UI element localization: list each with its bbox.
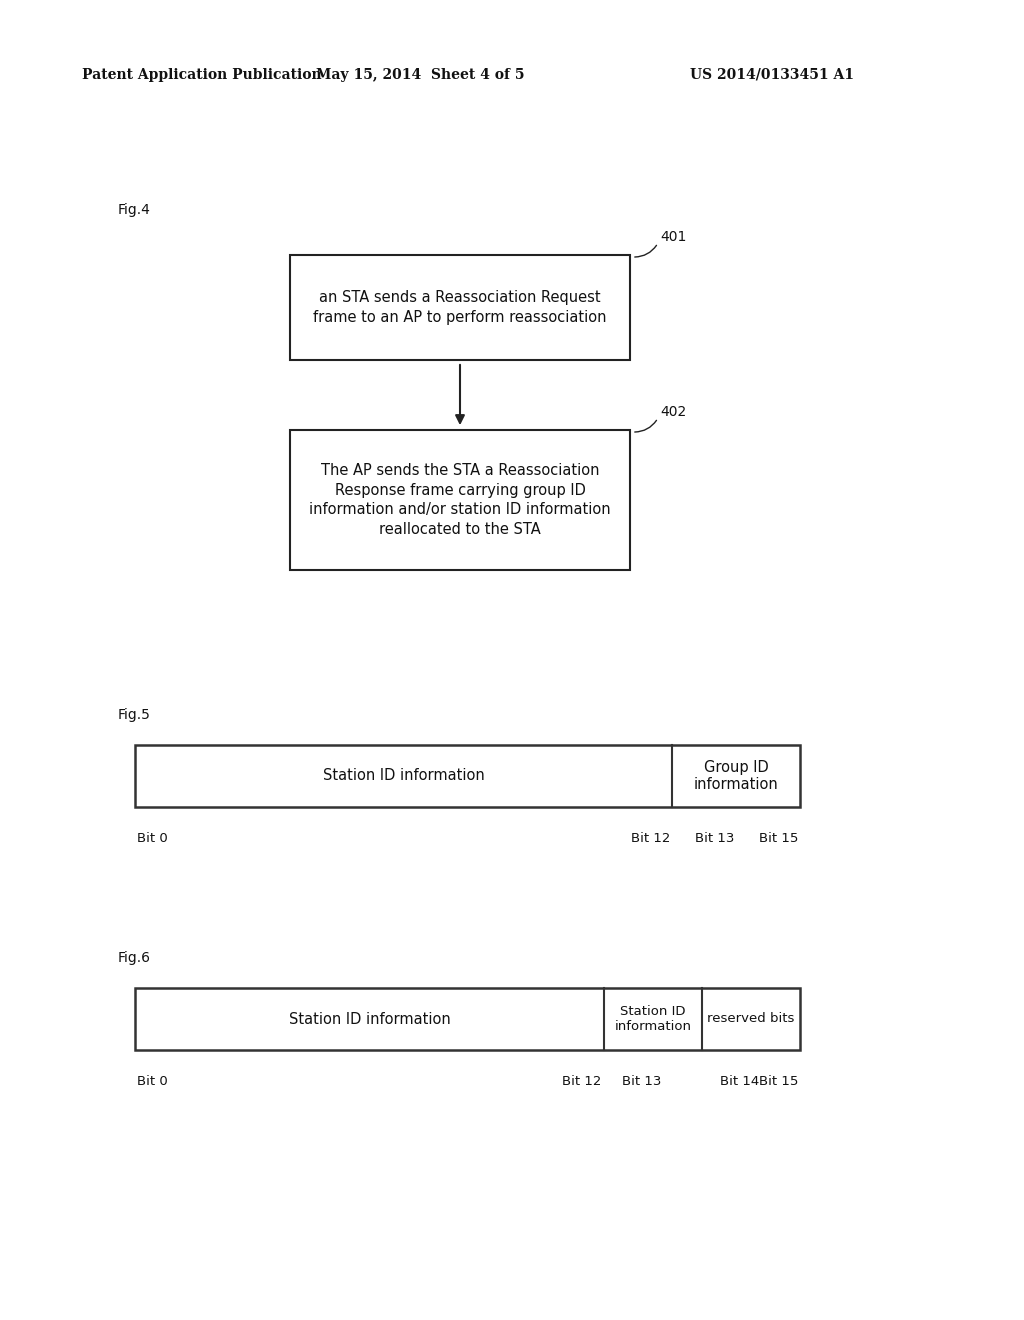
Text: Bit 15: Bit 15 — [759, 1074, 798, 1088]
Bar — [135, 987, 800, 1049]
Text: Bit 0: Bit 0 — [137, 832, 168, 845]
Text: US 2014/0133451 A1: US 2014/0133451 A1 — [690, 69, 854, 82]
Text: Bit 15: Bit 15 — [759, 832, 798, 845]
Text: Station ID information: Station ID information — [323, 768, 484, 784]
Bar — [135, 744, 800, 807]
Text: May 15, 2014  Sheet 4 of 5: May 15, 2014 Sheet 4 of 5 — [315, 69, 524, 82]
Text: reserved bits: reserved bits — [708, 1012, 795, 1026]
Text: Group ID
information: Group ID information — [694, 760, 778, 792]
Text: Bit 12: Bit 12 — [631, 832, 671, 845]
Text: Patent Application Publication: Patent Application Publication — [82, 69, 322, 82]
Text: Station ID information: Station ID information — [289, 1011, 451, 1027]
Text: The AP sends the STA a Reassociation
Response frame carrying group ID
informatio: The AP sends the STA a Reassociation Res… — [309, 463, 610, 537]
Bar — [290, 430, 630, 570]
Text: Fig.4: Fig.4 — [118, 203, 151, 216]
Text: an STA sends a Reassociation Request
frame to an AP to perform reassociation: an STA sends a Reassociation Request fra… — [313, 290, 607, 325]
Text: Bit 14: Bit 14 — [720, 1074, 759, 1088]
Text: Station ID
information: Station ID information — [614, 1005, 691, 1034]
Text: Bit 13: Bit 13 — [695, 832, 734, 845]
Text: Bit 13: Bit 13 — [622, 1074, 660, 1088]
Text: 401: 401 — [660, 230, 686, 244]
Bar — [290, 255, 630, 360]
Text: 402: 402 — [660, 405, 686, 418]
Text: Fig.5: Fig.5 — [118, 708, 151, 722]
Text: Bit 12: Bit 12 — [562, 1074, 602, 1088]
Text: Fig.6: Fig.6 — [118, 950, 151, 965]
Text: Bit 0: Bit 0 — [137, 1074, 168, 1088]
